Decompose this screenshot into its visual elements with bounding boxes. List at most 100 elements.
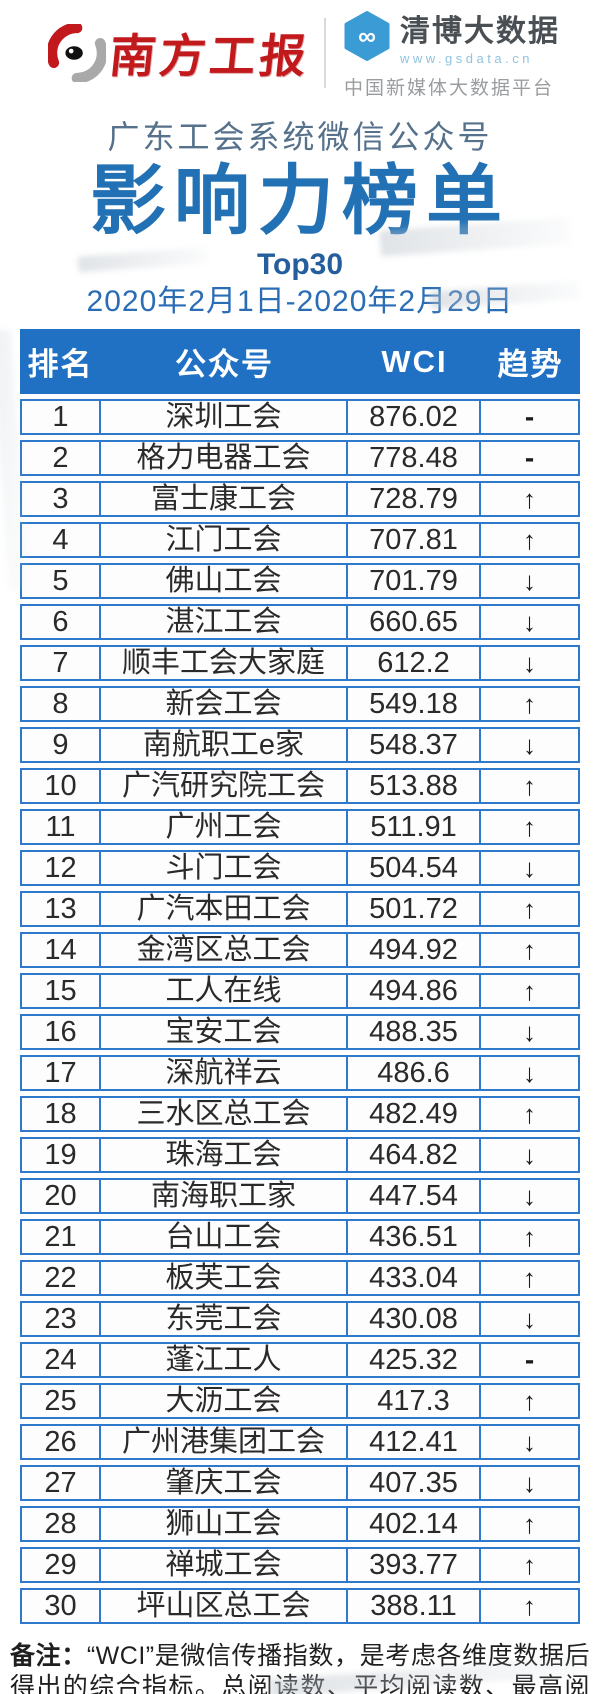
account-name-cell: 三水区总工会 — [101, 1096, 348, 1133]
account-name-cell: 深圳工会 — [101, 399, 348, 436]
column-header-wci: WCI — [348, 329, 481, 395]
account-name-cell: 台山工会 — [101, 1219, 348, 1256]
rank-cell: 15 — [20, 973, 101, 1010]
wci-cell: 447.54 — [348, 1178, 481, 1215]
table-row: 22 板芙工会 433.04 ↑ — [20, 1260, 580, 1297]
ranking-table-body: 1 深圳工会 876.02-2 格力电器工会 778.48-3 富士康工会 728.79 ↑ 4… — [20, 399, 580, 1625]
rank-cell: 28 — [20, 1506, 101, 1543]
account-name-cell: 湛江工会 — [101, 604, 348, 641]
top30-label: Top30 — [256, 248, 344, 282]
trend-cell: ↑ — [481, 686, 580, 723]
trend-cell: ↑ — [481, 1588, 580, 1625]
table-row: 24 蓬江工人 425.32- — [20, 1342, 580, 1379]
table-row: 25 大沥工会 417.3 ↑ — [20, 1383, 580, 1420]
note-label: 备注： — [10, 1642, 87, 1671]
logo-bar: 南方工报 ∞ 清博大数据 www.gsdata.cn 中国新媒体大数据平台 — [0, 0, 600, 100]
table-row: 6 湛江工会 660.65 ↓ — [20, 604, 580, 641]
rank-cell: 22 — [20, 1260, 101, 1297]
right-logo-name: 清博大数据 — [400, 15, 560, 48]
rank-cell: 4 — [20, 522, 101, 559]
wci-cell: 436.51 — [348, 1219, 481, 1256]
wci-cell: 430.08 — [348, 1301, 481, 1338]
trend-cell: ↓ — [481, 1178, 580, 1215]
wci-cell: 660.65 — [348, 604, 481, 641]
wci-cell: 407.35 — [348, 1465, 481, 1502]
wci-cell: 701.79 — [348, 563, 481, 600]
wci-cell: 504.54 — [348, 850, 481, 887]
rank-cell: 11 — [20, 809, 101, 846]
subtitle: 广东工会系统微信公众号 — [107, 119, 493, 155]
rank-cell: 17 — [20, 1055, 101, 1092]
account-name-cell: 南海职工家 — [101, 1178, 348, 1215]
table-row: 7 顺丰工会大家庭 612.2 ↓ — [20, 645, 580, 682]
rank-cell: 6 — [20, 604, 101, 641]
trend-cell: ↑ — [481, 973, 580, 1010]
account-name-cell: 东莞工会 — [101, 1301, 348, 1338]
rank-cell: 24 — [20, 1342, 101, 1379]
trend-cell: ↓ — [481, 1465, 580, 1502]
note-text: “WCI”是微信传播指数，是考虑各维度数据后得出的综合指标。总阅读数、平均阅读数… — [10, 1642, 590, 1694]
column-header-rank: 排名 — [20, 329, 101, 395]
rank-cell: 16 — [20, 1014, 101, 1051]
trend-cell: ↑ — [481, 522, 580, 559]
trend-cell: ↓ — [481, 604, 580, 641]
account-name-cell: 工人在线 — [101, 973, 348, 1010]
trend-cell: ↑ — [481, 1260, 580, 1297]
account-name-cell: 斗门工会 — [101, 850, 348, 887]
footer-note: 备注：“WCI”是微信传播指数，是考虑各维度数据后得出的综合指标。总阅读数、平均… — [10, 1641, 590, 1694]
account-name-cell: 蓬江工人 — [101, 1342, 348, 1379]
trend-cell: ↑ — [481, 1506, 580, 1543]
date-range: 2020年2月1日-2020年2月29日 — [86, 285, 514, 319]
trend-cell: ↑ — [481, 768, 580, 805]
account-name-cell: 江门工会 — [101, 522, 348, 559]
table-header-row: 排名 公众号 WCI 趋势 — [20, 329, 580, 395]
account-name-cell: 禅城工会 — [101, 1547, 348, 1584]
wci-cell: 501.72 — [348, 891, 481, 928]
trend-cell: ↑ — [481, 809, 580, 846]
trend-cell: ↓ — [481, 1424, 580, 1461]
wci-cell: 417.3 — [348, 1383, 481, 1420]
rank-cell: 9 — [20, 727, 101, 764]
rank-cell: 1 — [20, 399, 101, 436]
trend-cell: ↓ — [481, 1014, 580, 1051]
account-name-cell: 狮山工会 — [101, 1506, 348, 1543]
trend-cell: ↓ — [481, 645, 580, 682]
trend-cell: ↓ — [481, 1301, 580, 1338]
table-row: 20 南海职工家 447.54 ↓ — [20, 1178, 580, 1215]
trend-cell: ↓ — [481, 1137, 580, 1174]
table-row: 4 江门工会 707.81 ↑ — [20, 522, 580, 559]
rank-cell: 7 — [20, 645, 101, 682]
table-row: 21 台山工会 436.51 ↑ — [20, 1219, 580, 1256]
trend-cell: ↑ — [481, 932, 580, 969]
table-row: 11 广州工会 511.91 ↑ — [20, 809, 580, 846]
wci-cell: 412.41 — [348, 1424, 481, 1461]
wci-cell: 549.18 — [348, 686, 481, 723]
wci-cell: 494.86 — [348, 973, 481, 1010]
account-name-cell: 南航职工e家 — [101, 727, 348, 764]
wci-cell: 728.79 — [348, 481, 481, 518]
rank-cell: 30 — [20, 1588, 101, 1625]
rank-cell: 21 — [20, 1219, 101, 1256]
account-name-cell: 广州港集团工会 — [101, 1424, 348, 1461]
column-header-trend: 趋势 — [481, 329, 580, 395]
trend-cell: ↓ — [481, 563, 580, 600]
account-name-cell: 格力电器工会 — [101, 440, 348, 477]
table-row: 17 深航祥云 486.6 ↓ — [20, 1055, 580, 1092]
table-row: 28 狮山工会 402.14 ↑ — [20, 1506, 580, 1543]
table-row: 18 三水区总工会 482.49 ↑ — [20, 1096, 580, 1133]
table-row: 2 格力电器工会 778.48- — [20, 440, 580, 477]
account-name-cell: 肇庆工会 — [101, 1465, 348, 1502]
rank-cell: 10 — [20, 768, 101, 805]
wci-cell: 388.11 — [348, 1588, 481, 1625]
account-name-cell: 广汽本田工会 — [101, 891, 348, 928]
table-row: 5 佛山工会 701.79 ↓ — [20, 563, 580, 600]
wci-cell: 393.77 — [348, 1547, 481, 1584]
left-logo-text: 南方工报 — [106, 29, 313, 83]
rank-cell: 20 — [20, 1178, 101, 1215]
account-name-cell: 广汽研究院工会 — [101, 768, 348, 805]
account-name-cell: 深航祥云 — [101, 1055, 348, 1092]
svg-text:∞: ∞ — [358, 22, 376, 50]
wci-cell: 707.81 — [348, 522, 481, 559]
rank-cell: 12 — [20, 850, 101, 887]
